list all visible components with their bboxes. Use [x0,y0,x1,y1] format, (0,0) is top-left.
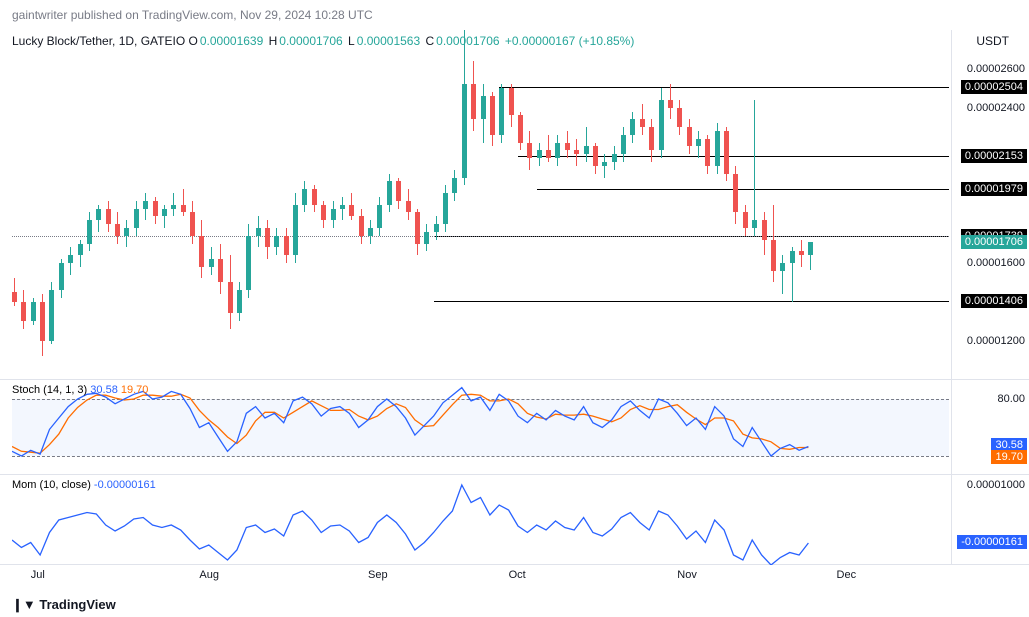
stoch-chart-area[interactable] [12,380,949,454]
ohlc-values: O0.00001639 H0.00001706 L0.00001563 C0.0… [189,34,637,48]
stochastic-panel[interactable]: Stoch (14, 1, 3) 30.58 19.70 80.0030.581… [0,380,1029,475]
price-level-line[interactable] [499,87,949,88]
momentum-panel[interactable]: Mom (10, close) -0.00000161 0.00001000 -0… [0,475,1029,565]
price-level-label: 0.00001406 [961,294,1027,308]
currency-unit: USDT [976,34,1009,48]
stoch-y-axis[interactable]: 80.0030.5819.70 [951,380,1029,474]
y-tick-label: 0.00001000 [967,479,1025,491]
mom-legend: Mom (10, close) -0.00000161 [12,479,156,491]
price-chart-area[interactable] [12,30,949,359]
stoch-d-value: 19.70 [121,384,149,396]
time-axis[interactable]: Jul Aug Sep Oct Nov Dec [0,565,1029,587]
price-level-line[interactable] [518,156,949,157]
y-tick-label: 0.00001600 [967,257,1025,269]
mom-value-box: -0.00000161 [957,535,1027,549]
x-tick-label: Sep [368,569,388,581]
chart-container: Lucky Block/Tether, 1D, GATEIO O0.000016… [0,30,1029,587]
price-level-label: 0.00001979 [961,182,1027,196]
stoch-legend: Stoch (14, 1, 3) 30.58 19.70 [12,384,148,396]
site-name: TradingView.com [142,8,233,22]
y-tick-label: 0.00001200 [967,335,1025,347]
current-price-label: 0.00001706 [961,235,1027,249]
mom-value: -0.00000161 [94,479,156,491]
price-level-label: 0.00002153 [961,149,1027,163]
publish-header: gaintwriter published on TradingView.com… [0,0,1029,30]
price-chart-panel[interactable]: Lucky Block/Tether, 1D, GATEIO O0.000016… [0,30,1029,380]
stoch-k-value: 30.58 [90,384,118,396]
stoch-lines-svg [12,380,949,475]
price-y-axis[interactable]: USDT 0.00002600 0.00002400 0.00001600 0.000… [951,30,1029,379]
price-level-line[interactable] [537,189,949,190]
logo-icon: ❙▼ [12,597,36,612]
price-level-label: 0.00002504 [961,80,1027,94]
symbol-label: Lucky Block/Tether, 1D, GATEIO [12,34,185,48]
price-level-line[interactable] [434,301,949,302]
x-tick-label: Aug [199,569,219,581]
publish-timestamp: Nov 29, 2024 10:28 UTC [240,8,373,22]
y-tick-label: 0.00002600 [967,63,1025,75]
y-tick-label: 80.00 [997,393,1025,405]
x-tick-label: Jul [31,569,45,581]
chart-legend: Lucky Block/Tether, 1D, GATEIO O0.000016… [12,34,636,48]
reference-dotted-line [12,236,949,237]
x-tick-label: Nov [677,569,697,581]
publisher-name: gaintwriter [12,8,67,22]
y-tick-label: 0.00002400 [967,102,1025,114]
mom-y-axis[interactable]: 0.00001000 -0.00000161 [951,475,1029,564]
x-tick-label: Dec [837,569,857,581]
x-tick-label: Oct [509,569,526,581]
stoch-value-box: 19.70 [991,450,1027,464]
tradingview-logo: ❙▼ TradingView [12,597,116,613]
